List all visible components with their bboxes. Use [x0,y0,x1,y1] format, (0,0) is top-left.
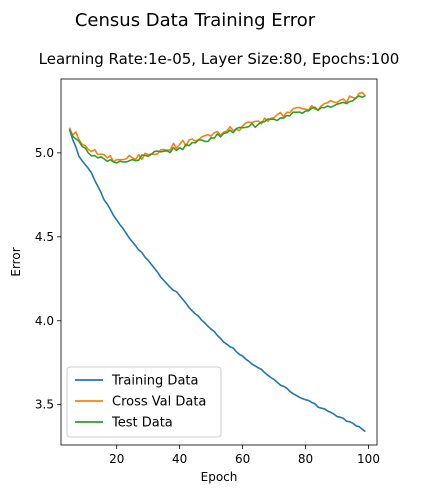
series-line-2 [68,91,366,163]
y-tick-label: 4.0 [35,314,54,328]
legend-label: Test Data [111,416,173,431]
series-line-3 [68,95,366,164]
legend: Training Data Cross Val Data Test Data [66,366,222,438]
x-tick-label: 100 [357,452,380,466]
x-axis-label: Epoch [201,470,238,484]
chart-subtitle: Learning Rate:1e-05, Layer Size:80, Epoc… [39,50,400,68]
x-tick-label: 20 [109,452,124,466]
x-tick-label: 40 [172,452,187,466]
series-lines [68,91,366,433]
axis-ticks: 20 40 60 80 100 3.5 4.0 4.5 5.0 [35,146,380,466]
legend-box [66,366,222,438]
y-axis-label: Error [9,247,23,276]
x-tick-label: 80 [298,452,313,466]
y-tick-label: 4.5 [35,230,54,244]
y-tick-label: 5.0 [35,146,54,160]
plot-frame [60,78,378,446]
series-line-1 [68,129,366,433]
chart-title: Census Data Training Error [75,10,316,31]
legend-label: Training Data [111,374,198,389]
x-tick-label: 60 [235,452,250,466]
y-tick-label: 3.5 [35,398,54,412]
legend-label: Cross Val Data [112,395,206,410]
